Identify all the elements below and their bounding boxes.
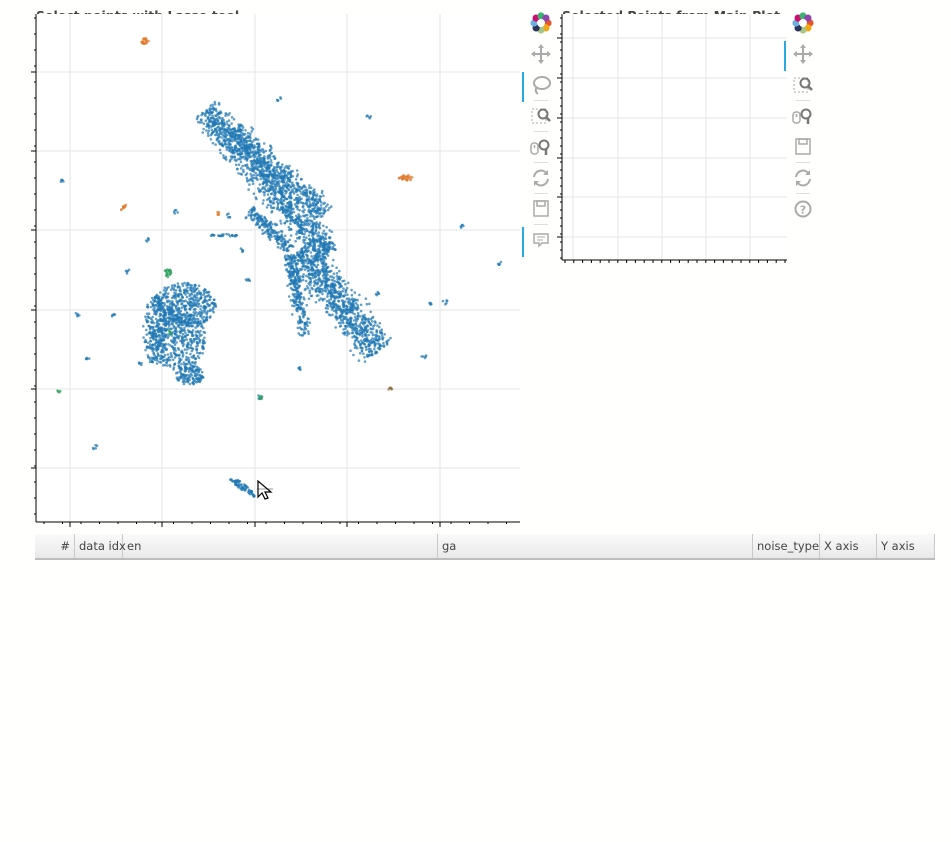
- pan-icon[interactable]: [784, 41, 818, 71]
- wheel-zoom-icon[interactable]: [526, 134, 556, 160]
- reset-icon[interactable]: [788, 165, 818, 191]
- hover-icon[interactable]: [522, 227, 556, 257]
- col-header-data-idx[interactable]: data idx: [75, 534, 126, 558]
- selected-plot-toolbar: ?: [784, 10, 818, 222]
- svg-text:?: ?: [800, 204, 806, 217]
- toolbar-separator: [796, 193, 810, 194]
- wheel-zoom-icon[interactable]: [788, 103, 818, 129]
- selected-points-plot[interactable]: [555, 0, 795, 270]
- pan-icon[interactable]: [526, 41, 556, 67]
- bokeh-logo-icon[interactable]: [788, 10, 818, 36]
- toolbar-separator: [534, 131, 548, 132]
- col-header-ga[interactable]: ga: [438, 534, 753, 558]
- col-header-noise-type[interactable]: noise_type: [753, 534, 820, 558]
- toolbar-separator: [796, 162, 810, 163]
- lasso-select-icon[interactable]: [522, 72, 556, 102]
- toolbar-separator: [534, 224, 548, 225]
- col-header-y-axis[interactable]: Y axis: [877, 534, 935, 558]
- col-header-x-axis[interactable]: X axis: [820, 534, 877, 558]
- reset-icon[interactable]: [526, 165, 556, 191]
- help-icon[interactable]: ?: [788, 196, 818, 222]
- col-header-en[interactable]: en: [123, 534, 438, 558]
- toolbar-separator: [534, 193, 548, 194]
- toolbar-separator: [534, 162, 548, 163]
- main-scatter-plot[interactable]: [0, 0, 520, 530]
- toolbar-separator: [534, 100, 548, 101]
- data-table-header: # data idx en ga noise_type X axis Y axi…: [35, 534, 935, 560]
- box-zoom-icon[interactable]: [526, 103, 556, 129]
- bokeh-logo-icon[interactable]: [526, 10, 556, 36]
- toolbar-separator: [796, 100, 810, 101]
- pointer-cursor-icon: [257, 479, 273, 500]
- box-zoom-icon[interactable]: [788, 72, 818, 98]
- col-header-index[interactable]: #: [35, 534, 75, 558]
- save-icon[interactable]: [526, 196, 556, 222]
- save-icon[interactable]: [788, 134, 818, 160]
- main-plot-toolbar: [522, 10, 556, 257]
